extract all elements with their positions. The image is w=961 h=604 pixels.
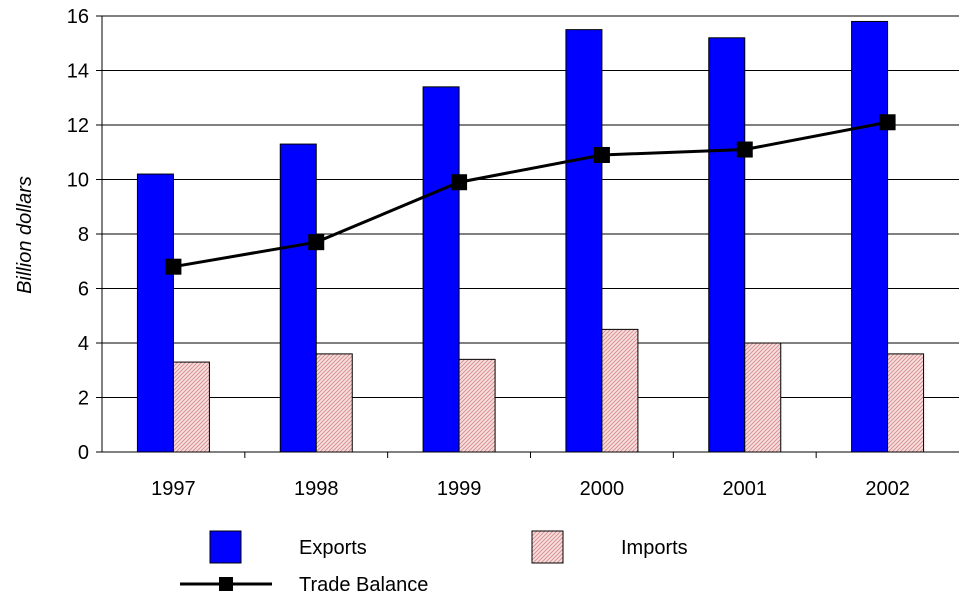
exports-bar (565, 29, 603, 453)
legend: Exports Imports Trade Balance (180, 530, 688, 596)
bars (136, 20, 925, 453)
exports-bar (422, 86, 460, 453)
trade-balance-marker (451, 174, 468, 191)
x-tick-label: 2002 (865, 478, 910, 500)
trade-balance-line (173, 120, 888, 269)
legend-trade-balance-marker (219, 577, 233, 591)
trade-balance-marker (736, 141, 753, 158)
axes (96, 15, 959, 458)
y-tick-label: 0 (78, 442, 89, 464)
gridlines (102, 15, 959, 453)
y-axis-title: Billion dollars (14, 176, 36, 294)
x-tick-label: 1999 (437, 478, 482, 500)
legend-imports-swatch (531, 530, 564, 564)
y-tick-label: 2 (78, 388, 89, 410)
x-tick-label: 2000 (580, 478, 625, 500)
imports-bar (887, 353, 925, 453)
legend-exports-swatch (209, 530, 242, 564)
imports-bar (744, 342, 782, 453)
x-tick-label: 1997 (151, 478, 196, 500)
y-tick-label: 6 (78, 279, 89, 301)
trade-balance-marker (308, 234, 325, 251)
imports-bar (315, 353, 353, 453)
imports-bar (601, 328, 639, 453)
y-tick-label: 14 (67, 61, 89, 83)
exports-bar (851, 20, 889, 453)
y-tick-label: 8 (78, 224, 89, 246)
trade-balance-marker (879, 114, 896, 131)
x-tick-label: 2001 (723, 478, 768, 500)
legend-imports-label: Imports (621, 537, 688, 559)
y-tick-label: 16 (67, 6, 89, 28)
x-tick-label: 1998 (294, 478, 339, 500)
exports-bar (708, 37, 746, 453)
trade-balance-series (165, 114, 896, 275)
legend-exports-label: Exports (299, 537, 367, 559)
exports-bar (279, 143, 317, 453)
imports-bar (172, 361, 210, 453)
y-tick-label: 12 (67, 115, 89, 137)
tick-labels: 0 2 4 6 8 10 12 14 16 1997 1998 1999 2000 2001 2002 (67, 6, 910, 500)
trade-balance-marker (593, 146, 610, 163)
y-tick-label: 10 (67, 170, 89, 192)
exports-bar (136, 173, 174, 453)
imports-bar (458, 358, 496, 453)
legend-trade-balance-label: Trade Balance (299, 574, 428, 596)
trade-balance-marker (165, 258, 182, 275)
y-tick-label: 4 (78, 333, 89, 355)
